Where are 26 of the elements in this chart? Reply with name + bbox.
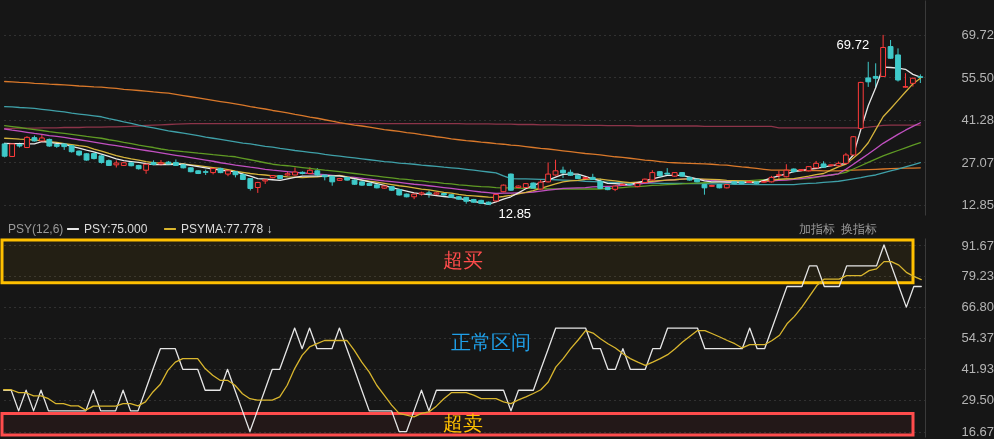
chart-title: PSY(12,6) bbox=[8, 222, 64, 236]
annotation: 69.72 bbox=[836, 36, 870, 52]
y-tick-label: 66.80 bbox=[961, 299, 995, 315]
band-label: 超买 bbox=[442, 249, 483, 272]
y-tick-label: 16.67 bbox=[961, 424, 995, 439]
legend-label: PSYMA:77.778 ↓ bbox=[181, 222, 273, 236]
line-series bbox=[3, 244, 922, 433]
y-tick-label: 27.07 bbox=[961, 154, 995, 170]
candlestick bbox=[872, 62, 879, 89]
y-tick-label: 79.23 bbox=[961, 268, 995, 284]
y-tick-label: 54.37 bbox=[961, 330, 995, 346]
annotation: 12.85 bbox=[498, 205, 532, 221]
candlestick bbox=[426, 190, 432, 199]
band-label: 超卖 bbox=[442, 412, 483, 435]
y-tick-label: 12.85 bbox=[961, 197, 995, 213]
y-tick-label: 55.50 bbox=[961, 69, 995, 85]
candlestick bbox=[865, 61, 872, 88]
text: 加指标 bbox=[799, 222, 835, 236]
y-tick-label: 41.28 bbox=[961, 112, 995, 128]
annotation: 正常区间 bbox=[450, 331, 531, 354]
text: 换指标 bbox=[841, 222, 877, 236]
y-tick-label: 91.67 bbox=[961, 237, 995, 253]
y-tick-label: 29.50 bbox=[961, 392, 995, 408]
y-tick-label: 69.72 bbox=[961, 27, 995, 43]
y-tick-label: 41.93 bbox=[961, 361, 995, 377]
legend-label: PSY:75.000 bbox=[84, 222, 148, 236]
